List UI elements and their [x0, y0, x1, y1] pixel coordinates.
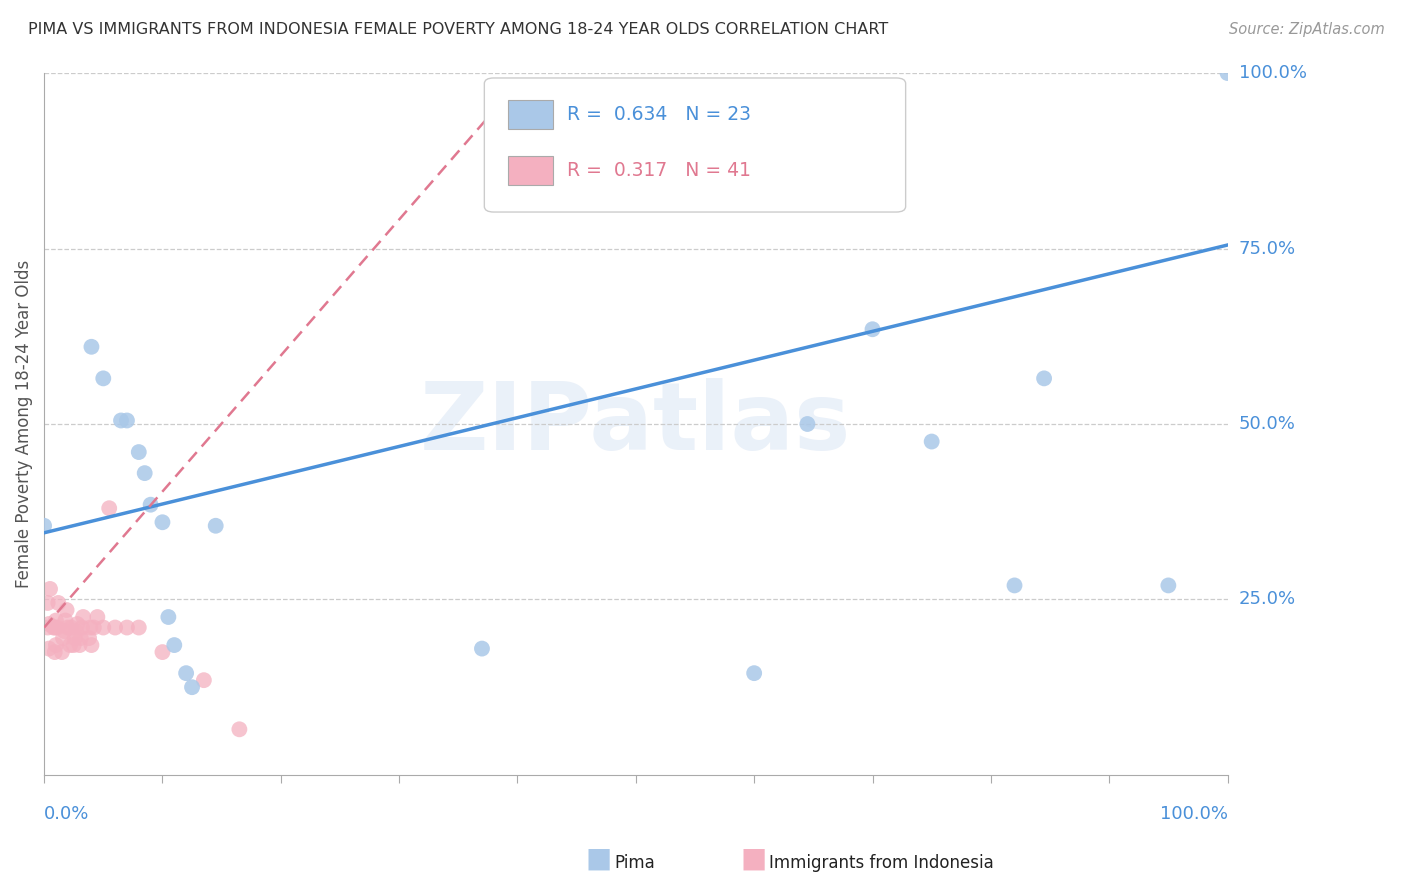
- Point: [139, 498, 162, 512]
- Point: [204, 518, 226, 533]
- Point: [42, 621, 65, 635]
- Point: [128, 621, 150, 635]
- Point: [65, 624, 87, 638]
- Point: [228, 723, 250, 737]
- Point: [55, 614, 77, 628]
- Point: [152, 515, 174, 529]
- Point: [79, 621, 101, 635]
- Point: [796, 417, 818, 431]
- Point: [110, 413, 132, 427]
- Text: ■: ■: [585, 845, 612, 872]
- Point: [1216, 66, 1239, 80]
- Point: [80, 638, 103, 652]
- Point: [862, 322, 884, 336]
- Point: [56, 621, 79, 635]
- Point: [45, 614, 67, 628]
- Point: [44, 645, 66, 659]
- Point: [37, 621, 59, 635]
- Point: [1157, 578, 1180, 592]
- Point: [128, 445, 150, 459]
- FancyBboxPatch shape: [508, 100, 553, 129]
- Point: [60, 621, 83, 635]
- Point: [193, 673, 215, 688]
- Text: R =  0.317   N = 41: R = 0.317 N = 41: [567, 161, 751, 180]
- Point: [181, 680, 204, 694]
- Text: 50.0%: 50.0%: [1239, 415, 1295, 433]
- Point: [69, 638, 91, 652]
- Point: [174, 666, 197, 681]
- Point: [46, 596, 69, 610]
- Point: [62, 638, 84, 652]
- Text: Pima: Pima: [614, 855, 655, 872]
- Point: [70, 621, 93, 635]
- Text: 100.0%: 100.0%: [1239, 64, 1306, 82]
- Point: [1033, 371, 1056, 385]
- Text: 75.0%: 75.0%: [1239, 240, 1296, 258]
- Point: [742, 666, 765, 681]
- Point: [91, 621, 114, 635]
- Text: Immigrants from Indonesia: Immigrants from Indonesia: [769, 855, 994, 872]
- Point: [69, 631, 91, 645]
- Point: [115, 413, 138, 427]
- Text: 100.0%: 100.0%: [1160, 805, 1227, 823]
- Point: [80, 340, 103, 354]
- Point: [72, 610, 94, 624]
- Point: [38, 617, 60, 632]
- Point: [45, 638, 67, 652]
- Point: [55, 603, 77, 617]
- Point: [157, 610, 180, 624]
- Point: [104, 621, 127, 635]
- Point: [1004, 578, 1026, 592]
- Point: [39, 582, 62, 596]
- Point: [63, 631, 86, 645]
- FancyBboxPatch shape: [484, 78, 905, 212]
- Point: [163, 638, 186, 652]
- Point: [53, 624, 76, 638]
- Point: [46, 621, 69, 635]
- Point: [134, 466, 156, 480]
- Point: [921, 434, 943, 449]
- Point: [52, 631, 75, 645]
- Text: Source: ZipAtlas.com: Source: ZipAtlas.com: [1229, 22, 1385, 37]
- Point: [38, 641, 60, 656]
- Point: [115, 621, 138, 635]
- Point: [471, 641, 494, 656]
- Point: [152, 645, 174, 659]
- Text: ZIPatlas: ZIPatlas: [420, 378, 852, 470]
- Y-axis label: Female Poverty Among 18-24 Year Olds: Female Poverty Among 18-24 Year Olds: [15, 260, 32, 588]
- Text: PIMA VS IMMIGRANTS FROM INDONESIA FEMALE POVERTY AMONG 18-24 YEAR OLDS CORRELATI: PIMA VS IMMIGRANTS FROM INDONESIA FEMALE…: [28, 22, 889, 37]
- Point: [32, 518, 55, 533]
- Point: [91, 371, 114, 385]
- Point: [59, 638, 82, 652]
- Point: [37, 596, 59, 610]
- Point: [83, 621, 105, 635]
- FancyBboxPatch shape: [508, 156, 553, 186]
- Text: 0.0%: 0.0%: [44, 805, 90, 823]
- Point: [44, 621, 66, 635]
- Point: [66, 617, 89, 632]
- Point: [51, 645, 73, 659]
- Point: [98, 501, 121, 516]
- Point: [77, 631, 100, 645]
- Text: R =  0.634   N = 23: R = 0.634 N = 23: [567, 105, 751, 124]
- Point: [86, 610, 108, 624]
- Text: ■: ■: [740, 845, 766, 872]
- Text: 25.0%: 25.0%: [1239, 591, 1296, 608]
